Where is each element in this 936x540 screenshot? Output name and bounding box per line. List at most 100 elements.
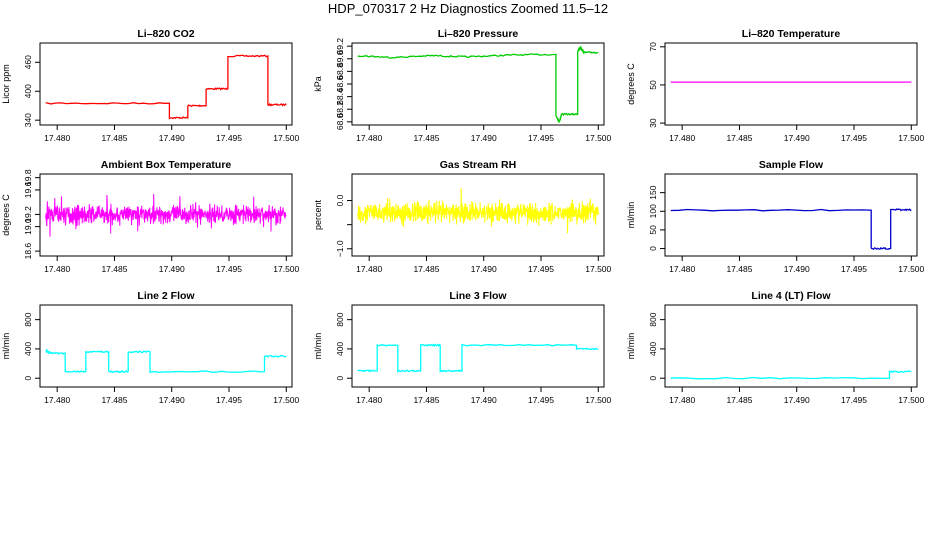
chart-panel-4: Ambient Box Temperature 17.480 17.485 17.49… (1, 159, 300, 274)
series-line-1 (357, 188, 599, 234)
y-tick-label: 100 (648, 204, 658, 218)
y-tick-label: 0 (335, 376, 345, 381)
x-tick-label: 17.480 (44, 395, 70, 405)
x-tick-label: 17.500 (898, 395, 924, 405)
x-tick-label: 17.485 (413, 264, 439, 274)
y-tick-label: 800 (648, 312, 658, 326)
x-tick-label: 17.490 (159, 395, 185, 405)
series-line-1 (357, 343, 599, 374)
y-tick-label: 50 (648, 225, 658, 235)
y-axis-label: ml/min (313, 333, 323, 360)
plot-frame (664, 42, 918, 126)
y-tick-label: 0 (648, 376, 658, 381)
chart-title: Line 4 (LT) Flow (751, 290, 831, 302)
x-tick-label: 17.480 (669, 264, 695, 274)
x-tick-label: 17.495 (216, 133, 242, 143)
y-tick-label: 400 (648, 342, 658, 356)
y-tick-label: 400 (335, 342, 345, 356)
series-line-1 (670, 208, 912, 251)
chart-title: Li–820 Temperature (742, 28, 841, 40)
y-axis-label: degrees C (1, 194, 11, 236)
x-tick-label: 17.495 (841, 395, 867, 405)
y-axis-label: ml/min (626, 202, 636, 229)
x-tick-label: 17.490 (159, 264, 185, 274)
x-tick-label: 17.490 (471, 133, 497, 143)
series-line-1 (45, 348, 287, 374)
y-tick-label: 0.0 (335, 194, 345, 206)
x-tick-label: 17.500 (898, 264, 924, 274)
x-tick-label: 17.485 (101, 133, 127, 143)
y-tick-label: 19.8 (23, 169, 33, 186)
x-tick-label: 17.490 (159, 133, 185, 143)
y-tick-label: 19.6 (23, 181, 33, 198)
y-tick-label: 69.2 (335, 38, 345, 55)
x-tick-label: 17.500 (273, 395, 299, 405)
x-tick-label: 17.480 (669, 133, 695, 143)
x-tick-label: 17.500 (585, 264, 611, 274)
y-tick-label: 19.0 (23, 218, 33, 235)
chart-panel-3: Li–820 Temperature 17.480 17.485 17.490 17.4… (626, 28, 925, 143)
plot-frame (664, 173, 918, 257)
x-tick-label: 17.500 (585, 133, 611, 143)
x-tick-label: 17.500 (898, 133, 924, 143)
x-tick-label: 17.495 (841, 133, 867, 143)
y-tick-label: 400 (23, 84, 33, 98)
y-tick-label: 340 (23, 113, 33, 127)
chart-panel-2: Li–820 Pressure 17.480 17.485 17.490 17.495 1… (313, 28, 612, 143)
x-tick-label: 17.495 (528, 264, 554, 274)
y-axis-label: degrees C (626, 63, 636, 105)
y-tick-label: 0 (648, 246, 658, 251)
y-axis-label: Licor ppm (1, 64, 11, 104)
y-tick-label: −1.0 (335, 240, 345, 257)
x-tick-label: 17.480 (356, 395, 382, 405)
x-tick-label: 17.500 (273, 264, 299, 274)
plot-frame (351, 304, 605, 388)
plot-frame (39, 304, 293, 388)
x-tick-label: 17.495 (528, 133, 554, 143)
chart-title: Li–820 CO2 (137, 28, 194, 40)
chart-panel-6: Sample Flow 17.480 17.485 17.490 17.495 17.50… (626, 159, 925, 274)
chart-panel-7: Line 2 Flow 17.480 17.485 17.490 17.495 17.50… (1, 290, 300, 405)
series-line-1 (45, 193, 287, 237)
chart-panel-5: Gas Stream RH 17.480 17.485 17.490 17.495 17.… (313, 159, 612, 274)
y-axis-label: kPa (313, 76, 323, 92)
y-tick-label: 68.8 (335, 63, 345, 80)
x-tick-label: 17.490 (784, 395, 810, 405)
y-tick-label: 0 (23, 376, 33, 381)
chart-title: Sample Flow (759, 159, 824, 171)
y-tick-label: 30 (648, 118, 658, 128)
chart-title: Line 2 Flow (137, 290, 195, 302)
x-tick-label: 17.485 (413, 395, 439, 405)
x-tick-label: 17.490 (471, 395, 497, 405)
y-tick-label: 18.6 (23, 243, 33, 260)
x-tick-label: 17.490 (784, 133, 810, 143)
x-tick-label: 17.480 (44, 133, 70, 143)
plot-frame (351, 42, 605, 126)
y-tick-label: 68.4 (335, 88, 345, 105)
x-tick-label: 17.480 (669, 395, 695, 405)
y-tick-label: 68.0 (335, 113, 345, 130)
y-tick-label: 150 (648, 185, 658, 199)
x-tick-label: 17.495 (528, 395, 554, 405)
series-line-1 (670, 370, 912, 380)
chart-grid: Li–820 CO2 17.480 17.485 17.490 17.495 17.500… (1, 28, 925, 405)
chart-title: Ambient Box Temperature (101, 159, 232, 171)
x-tick-label: 17.485 (726, 264, 752, 274)
x-tick-label: 17.485 (726, 133, 752, 143)
x-tick-label: 17.485 (101, 264, 127, 274)
y-tick-label: 800 (335, 312, 345, 326)
series-line-1 (357, 45, 599, 123)
y-axis-label: ml/min (626, 333, 636, 360)
y-axis-label: ml/min (1, 333, 11, 360)
x-tick-label: 17.485 (726, 395, 752, 405)
chart-title: Li–820 Pressure (438, 28, 519, 40)
y-tick-label: 69.0 (335, 50, 345, 67)
x-tick-label: 17.485 (101, 395, 127, 405)
chart-panel-1: Li–820 CO2 17.480 17.485 17.490 17.495 17.500… (1, 28, 300, 143)
x-tick-label: 17.480 (356, 264, 382, 274)
y-tick-label: 460 (23, 55, 33, 69)
x-tick-label: 17.490 (784, 264, 810, 274)
y-tick-label: 800 (23, 312, 33, 326)
x-tick-label: 17.495 (841, 264, 867, 274)
